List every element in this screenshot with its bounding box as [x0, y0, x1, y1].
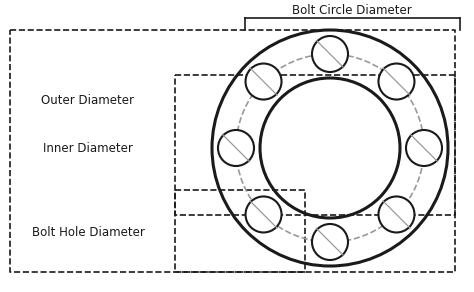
Circle shape	[218, 130, 254, 166]
Text: Bolt Hole Diameter: Bolt Hole Diameter	[32, 225, 145, 239]
Circle shape	[312, 224, 348, 260]
Text: Bolt Circle Diameter: Bolt Circle Diameter	[292, 4, 412, 17]
Text: Inner Diameter: Inner Diameter	[43, 142, 133, 154]
Circle shape	[246, 197, 282, 232]
Text: Outer Diameter: Outer Diameter	[42, 93, 135, 107]
Circle shape	[312, 36, 348, 72]
Circle shape	[406, 130, 442, 166]
Circle shape	[378, 197, 414, 232]
Circle shape	[246, 64, 282, 100]
Circle shape	[378, 64, 414, 100]
